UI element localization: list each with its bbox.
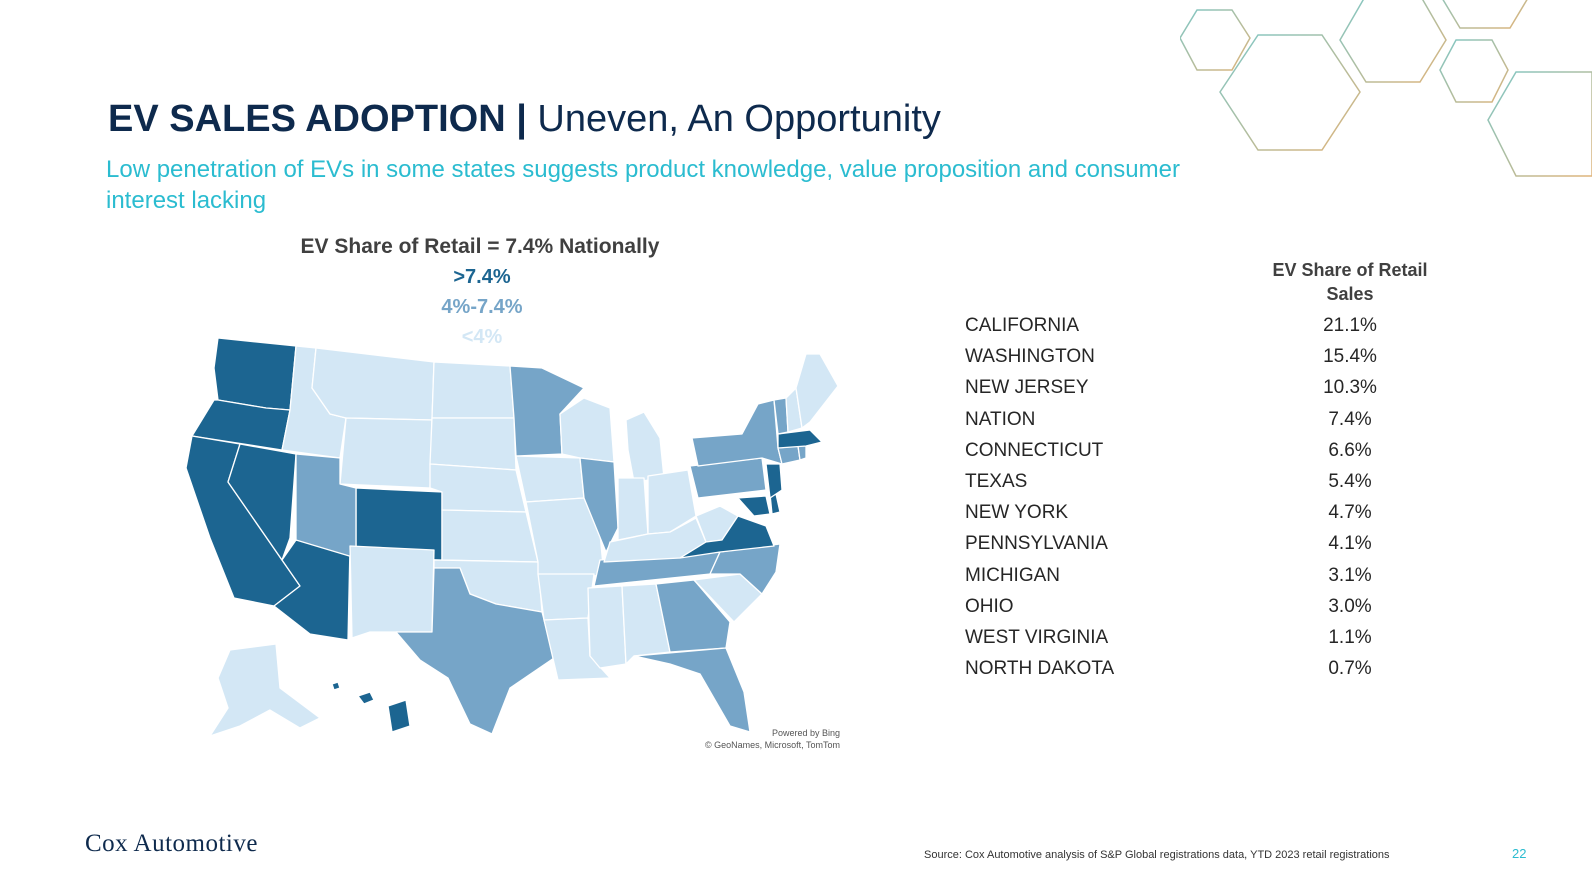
- map-attribution: Powered by Bing © GeoNames, Microsoft, T…: [640, 727, 840, 751]
- row-share: 4.1%: [1328, 533, 1372, 555]
- row-state: TEXAS: [965, 470, 1028, 492]
- table-row: WASHINGTON 15.4%: [965, 343, 1435, 374]
- page-number: 22: [1512, 846, 1527, 861]
- state-virginia: [679, 515, 775, 559]
- state-washington: [213, 338, 297, 411]
- table-row: NEW JERSEY 10.3%: [965, 374, 1435, 405]
- state-hawaii-1: [331, 681, 341, 691]
- row-share: 4.7%: [1328, 502, 1372, 524]
- state-arkansas: [537, 573, 595, 621]
- page-title: EV SALES ADOPTION | Uneven, An Opportuni…: [108, 98, 941, 141]
- row-state: OHIO: [965, 595, 1014, 617]
- page-subtitle: Low penetration of EVs in some states su…: [106, 156, 1180, 214]
- title-bold: EV SALES ADOPTION |: [108, 98, 527, 140]
- state-south-dakota: [429, 417, 517, 471]
- map-legend: >7.4% 4%-7.4% <4%: [382, 262, 582, 352]
- row-share: 6.6%: [1328, 439, 1372, 461]
- table-row: NATION 7.4%: [965, 406, 1435, 437]
- state-nebraska: [429, 463, 527, 513]
- row-share: 10.3%: [1323, 377, 1377, 399]
- state-texas: [395, 567, 555, 735]
- legend-item-mid: 4%-7.4%: [441, 296, 523, 318]
- state-illinois: [579, 457, 619, 553]
- table-row: NEW YORK 4.7%: [965, 499, 1435, 530]
- row-state: NORTH DAKOTA: [965, 658, 1115, 680]
- state-rhode-island: [797, 445, 807, 461]
- row-state: NEW YORK: [965, 502, 1069, 524]
- state-maryland: [737, 495, 771, 517]
- row-share: 5.4%: [1328, 470, 1372, 492]
- table-row: TEXAS 5.4%: [965, 468, 1435, 499]
- state-hawaii-2: [357, 691, 375, 705]
- table-row: PENNSYLVANIA 4.1%: [965, 530, 1435, 561]
- row-state: WEST VIRGINIA: [965, 626, 1109, 648]
- row-share: 7.4%: [1328, 408, 1372, 430]
- state-montana: [311, 347, 435, 421]
- state-utah: [295, 453, 357, 559]
- state-indiana: [617, 477, 649, 541]
- table-header: EV Share of Retail Sales: [1272, 260, 1428, 304]
- row-state: CONNECTICUT: [965, 439, 1104, 461]
- legend-item-low: <4%: [461, 326, 503, 348]
- us-choropleth-map: [185, 338, 839, 737]
- state-massachusetts: [777, 429, 823, 449]
- state-mississippi: [587, 585, 627, 669]
- map-title: EV Share of Retail = 7.4% Nationally: [300, 235, 660, 258]
- table-rows: CALIFORNIA 21.1% WASHINGTON 15.4% NEW JERSEY…: [965, 312, 1435, 686]
- table-row: CALIFORNIA 21.1%: [965, 312, 1435, 343]
- table-row: MICHIGAN 3.1%: [965, 562, 1435, 593]
- table-row: WEST VIRGINIA 1.1%: [965, 624, 1435, 655]
- state-iowa: [515, 455, 585, 503]
- state-michigan: [625, 411, 665, 483]
- row-share: 15.4%: [1323, 346, 1377, 368]
- state-hawaii-3: [387, 699, 411, 733]
- source-note: Source: Cox Automotive analysis of S&P G…: [924, 849, 1390, 861]
- row-state: NEW JERSEY: [965, 377, 1089, 399]
- row-state: MICHIGAN: [965, 564, 1060, 586]
- table-row: CONNECTICUT 6.6%: [965, 437, 1435, 468]
- title-rest: Uneven, An Opportunity: [526, 98, 941, 140]
- table-row: OHIO 3.0%: [965, 593, 1435, 624]
- row-state: PENNSYLVANIA: [965, 533, 1108, 555]
- row-share: 0.7%: [1328, 658, 1372, 680]
- row-share: 1.1%: [1328, 626, 1372, 648]
- row-state: WASHINGTON: [965, 346, 1095, 368]
- state-connecticut: [777, 445, 801, 465]
- attribution-line-2: © GeoNames, Microsoft, TomTom: [705, 740, 840, 750]
- attribution-line-1: Powered by Bing: [771, 728, 840, 738]
- hexagon-decoration: [1180, 0, 1592, 177]
- state-wyoming: [339, 417, 433, 489]
- state-new-jersey: [765, 463, 783, 499]
- state-north-dakota: [431, 361, 515, 419]
- state-new-york: [691, 399, 783, 467]
- cox-automotive-logo: Cox Automotive: [85, 830, 258, 858]
- state-new-mexico: [349, 545, 435, 639]
- state-maine: [795, 353, 839, 429]
- row-state: CALIFORNIA: [965, 315, 1080, 336]
- row-share: 3.1%: [1328, 564, 1372, 586]
- row-share: 3.0%: [1328, 595, 1372, 617]
- state-alaska: [209, 643, 321, 737]
- row-state: NATION: [965, 408, 1036, 430]
- table-row: NORTH DAKOTA 0.7%: [965, 655, 1435, 686]
- state-ohio: [647, 469, 697, 535]
- state-florida: [633, 647, 751, 733]
- logo-text: Cox Automotive: [85, 830, 258, 857]
- state-kansas: [441, 509, 539, 563]
- state-nevada: [227, 443, 297, 561]
- legend-item-high: >7.4%: [453, 266, 511, 288]
- row-share: 21.1%: [1323, 315, 1377, 336]
- state-wisconsin: [559, 397, 615, 463]
- state-georgia: [655, 579, 731, 653]
